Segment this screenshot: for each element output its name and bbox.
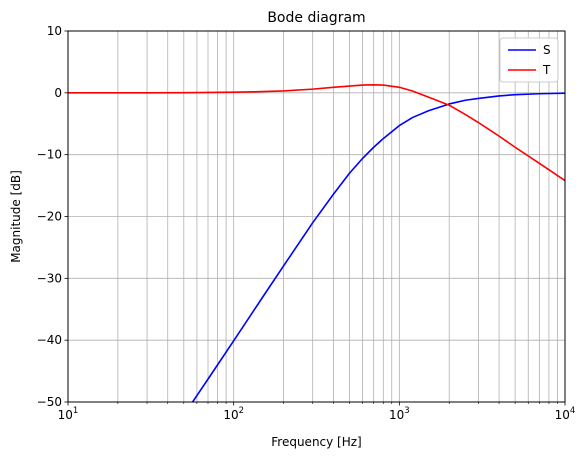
series-line-t — [68, 83, 565, 182]
x-axis-label: Frequency [Hz] — [271, 435, 362, 449]
chart-title: Bode diagram — [267, 10, 365, 26]
series-line-s — [191, 92, 565, 402]
legend-label-t: T — [542, 63, 551, 77]
x-tick-label: 102 — [223, 406, 244, 422]
y-tick-label: −10 — [37, 148, 62, 162]
y-tick-label: 0 — [54, 86, 62, 100]
y-tick-label: 10 — [47, 24, 62, 38]
y-axis-label: Magnitude [dB] — [9, 170, 23, 263]
legend-box — [499, 37, 559, 83]
x-tick-label: 104 — [555, 406, 576, 422]
x-tick-label: 101 — [58, 406, 79, 422]
legend: S T — [499, 37, 559, 83]
y-tick-label: −30 — [37, 271, 62, 285]
y-tick-label: −20 — [37, 210, 62, 224]
series-layer — [68, 83, 565, 402]
x-tick-label: 103 — [389, 406, 410, 422]
y-tick-label: −50 — [37, 395, 62, 409]
y-tick-label: −40 — [37, 333, 62, 347]
legend-label-s: S — [543, 43, 551, 57]
